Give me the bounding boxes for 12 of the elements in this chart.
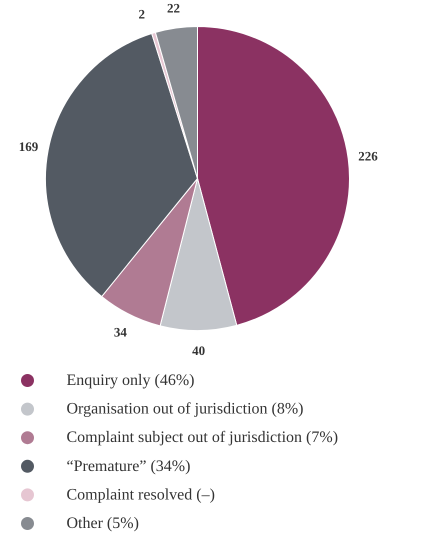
legend-label: “Premature” (34%) <box>66 458 190 475</box>
legend-label: Complaint subject out of jurisdiction (7%) <box>66 429 338 446</box>
data-label: 2 <box>138 6 146 22</box>
legend-label: Complaint resolved (–) <box>66 486 215 504</box>
legend-label: Enquiry only (46%) <box>66 372 194 389</box>
legend-label: Organisation out of jurisdiction (8%) <box>66 400 304 418</box>
data-label: 40 <box>192 342 206 358</box>
legend-label: Other (5%) <box>66 515 139 532</box>
data-label: 34 <box>114 324 128 340</box>
data-label: 226 <box>358 148 378 164</box>
data-label: 22 <box>166 0 180 16</box>
data-label: 169 <box>18 138 39 154</box>
